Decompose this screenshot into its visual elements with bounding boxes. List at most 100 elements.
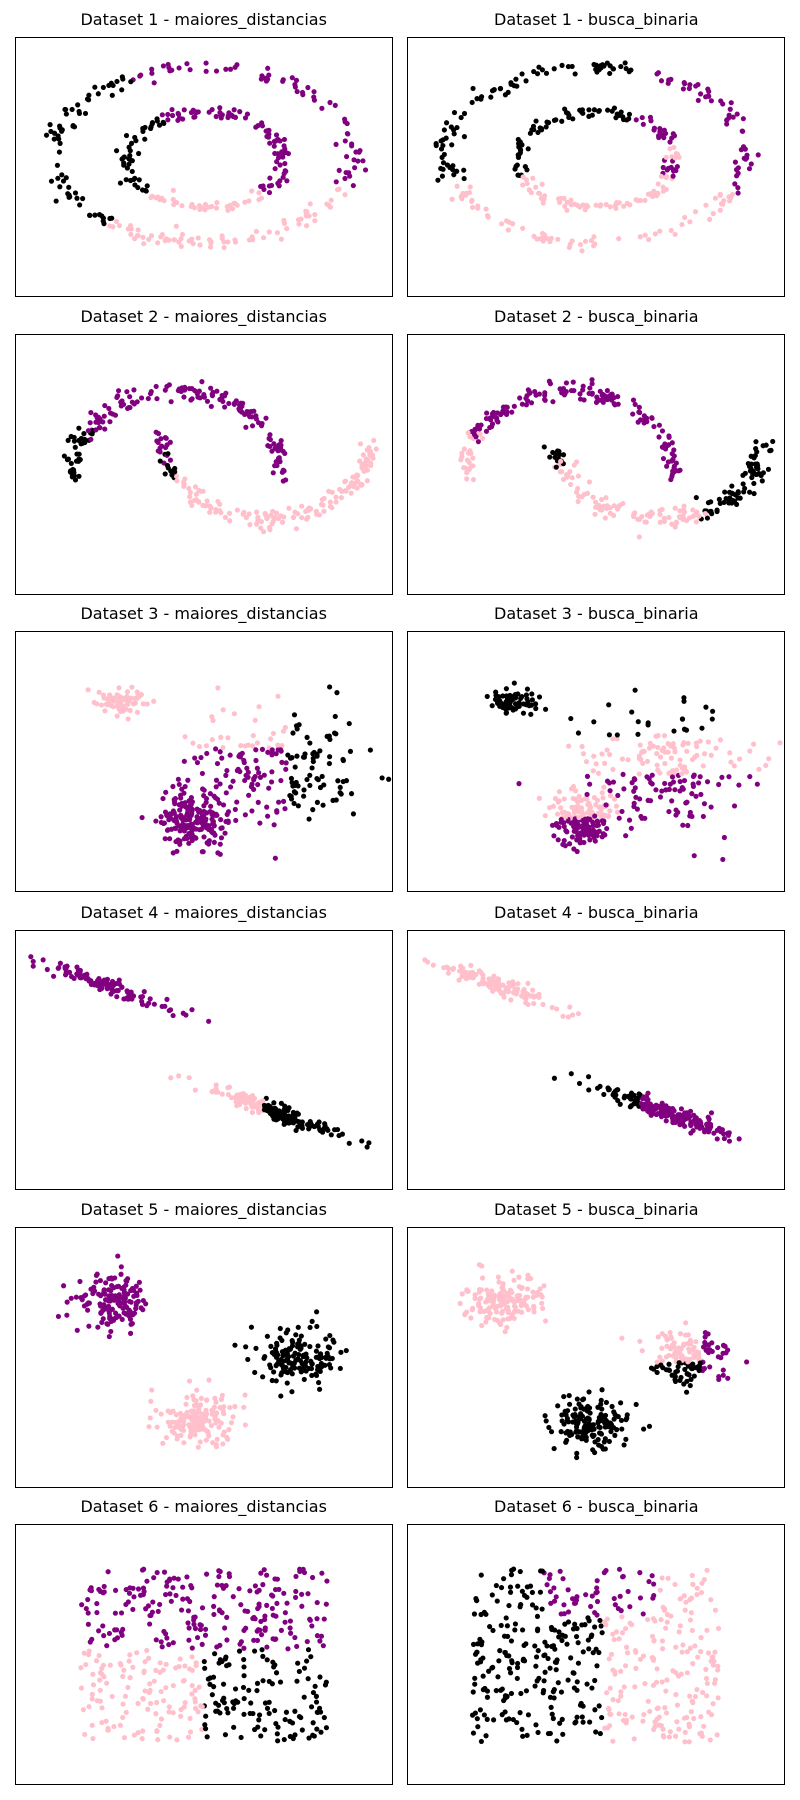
- scatter-point: [191, 204, 197, 211]
- scatter-point: [677, 1114, 683, 1120]
- scatter-point: [180, 1678, 186, 1684]
- scatter-point: [554, 1594, 560, 1600]
- scatter-point: [275, 1352, 281, 1358]
- scatter-point: [199, 771, 205, 777]
- scatter-point: [534, 236, 540, 242]
- scatter-point: [693, 208, 699, 214]
- scatter-point: [479, 1322, 485, 1329]
- scatter-point: [319, 105, 325, 111]
- scatter-point: [172, 1665, 179, 1671]
- scatter-point: [187, 1599, 193, 1605]
- scatter-point: [253, 1345, 259, 1351]
- scatter-point: [488, 94, 494, 100]
- scatter-point: [121, 1296, 127, 1302]
- scatter-point: [287, 1367, 294, 1373]
- scatter-point: [582, 831, 588, 837]
- scatter-point: [542, 392, 548, 398]
- scatter-point: [662, 733, 668, 739]
- scatter-point: [208, 403, 214, 410]
- scatter-point: [77, 1278, 83, 1285]
- scatter-point: [601, 784, 607, 791]
- scatter-point: [664, 1107, 670, 1113]
- scatter-point: [679, 1649, 686, 1655]
- scatter-point: [521, 710, 527, 717]
- scatter-point: [699, 725, 706, 731]
- scatter-point: [532, 388, 538, 395]
- scatter-point: [598, 1623, 605, 1629]
- scatter-point: [188, 109, 194, 115]
- scatter-point: [656, 1103, 662, 1109]
- scatter-point: [603, 1436, 609, 1442]
- scatter-point: [280, 728, 286, 735]
- scatter-point: [702, 1128, 708, 1135]
- scatter-point: [727, 750, 733, 756]
- scatter-point: [212, 746, 219, 752]
- scatter-point: [258, 195, 264, 201]
- scatter-point: [147, 125, 154, 131]
- scatter-point: [198, 488, 204, 494]
- scatter-point: [57, 960, 63, 966]
- scatter-point: [444, 119, 450, 126]
- scatter-point: [177, 841, 183, 848]
- scatter-point: [580, 1714, 586, 1720]
- scatter-point: [355, 158, 361, 164]
- scatter-point: [654, 1679, 660, 1686]
- scatter-point: [695, 1585, 701, 1592]
- scatter-point: [237, 108, 243, 114]
- scatter-point: [217, 749, 223, 755]
- scatter-point: [616, 1698, 622, 1704]
- scatter-point: [72, 477, 78, 483]
- scatter-point: [504, 1653, 510, 1659]
- scatter-point: [687, 1114, 693, 1120]
- scatter-point: [551, 1695, 558, 1701]
- scatter-point: [574, 827, 580, 833]
- scatter-point: [242, 778, 248, 784]
- scatter-point: [225, 239, 231, 245]
- scatter-point: [166, 836, 173, 842]
- scatter-point: [715, 1344, 721, 1351]
- scatter-point: [89, 431, 95, 437]
- scatter-point: [202, 1626, 209, 1633]
- scatter-point: [593, 499, 599, 505]
- scatter-point: [293, 77, 299, 83]
- scatter-point: [642, 197, 649, 203]
- scatter-point: [282, 160, 288, 166]
- scatter-point: [111, 1724, 117, 1730]
- scatter-point: [735, 495, 741, 501]
- scatter-point: [763, 763, 769, 769]
- scatter-point: [293, 790, 299, 796]
- scatter-point: [575, 485, 581, 492]
- scatter-point: [299, 514, 305, 521]
- scatter-point: [585, 1403, 591, 1409]
- scatter-point: [654, 1369, 661, 1376]
- scatter-point: [197, 1439, 203, 1445]
- scatter-point: [144, 1648, 150, 1654]
- scatter-point: [519, 1285, 525, 1291]
- scatter-point: [241, 509, 247, 515]
- scatter-point: [572, 201, 578, 207]
- scatter-point: [166, 382, 172, 388]
- scatter-point: [254, 1688, 260, 1694]
- scatter-point: [703, 511, 709, 517]
- scatter-point: [133, 1283, 139, 1289]
- scatter-point: [517, 395, 523, 401]
- scatter-point: [696, 1364, 702, 1371]
- scatter-point: [293, 1574, 299, 1580]
- scatter-point: [211, 1651, 218, 1657]
- scatter-point: [153, 1700, 160, 1706]
- scatter-point: [272, 138, 278, 144]
- scatter-point: [145, 396, 151, 402]
- scatter-point: [500, 1308, 506, 1314]
- scatter-point: [673, 505, 679, 511]
- scatter-point: [648, 114, 654, 120]
- scatter-point: [349, 480, 355, 486]
- scatter-point: [654, 751, 660, 757]
- scatter-point: [713, 195, 719, 201]
- scatter-point: [672, 1350, 679, 1356]
- scatter-point: [126, 1307, 132, 1313]
- scatter-point: [662, 515, 668, 521]
- scatter-point: [256, 1712, 263, 1718]
- scatter-point: [514, 1720, 520, 1726]
- scatter-point: [120, 1305, 126, 1311]
- scatter-point: [82, 439, 88, 446]
